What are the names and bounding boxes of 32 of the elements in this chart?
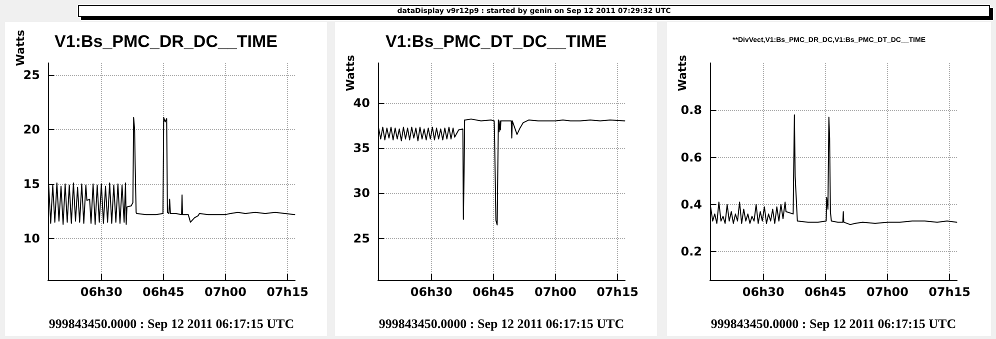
x-tick-label: 07h00 <box>866 285 908 299</box>
x-tick-label: 06h30 <box>80 285 122 299</box>
x-tick-label: 07h15 <box>928 285 971 299</box>
chart-title: V1:Bs_PMC_DR_DC__TIME <box>54 32 278 51</box>
x-tick-label: 07h00 <box>534 285 576 299</box>
y-tick-label: 10 <box>23 232 40 246</box>
y-tick-label: 0.6 <box>680 150 702 164</box>
x-axis-title: 999843450.0000 : Sep 12 2011 06:17:15 UTC <box>378 316 624 331</box>
x-tick-label: 06h45 <box>472 285 514 299</box>
x-tick-label: 07h15 <box>596 285 639 299</box>
y-axis-title: Watts <box>344 54 357 92</box>
chart-title: V1:Bs_PMC_DT_DC__TIME <box>385 32 607 51</box>
y-tick-label: 15 <box>23 177 40 192</box>
y-tick-label: 0.2 <box>680 244 702 259</box>
x-tick-label: 06h30 <box>410 285 452 299</box>
y-axis-title: Watts <box>676 54 689 92</box>
x-tick-label: 07h00 <box>204 285 246 299</box>
x-axis-title: 999843450.0000 : Sep 12 2011 06:17:15 UTC <box>710 316 956 331</box>
y-tick-label: 25 <box>23 68 40 82</box>
x-tick-label: 07h15 <box>266 285 309 299</box>
y-axis-title: Watts <box>14 29 27 66</box>
x-tick-label: 06h30 <box>742 285 784 299</box>
y-tick-label: 40 <box>353 96 370 110</box>
x-tick-label: 06h45 <box>804 285 846 299</box>
y-tick-label: 20 <box>23 122 40 137</box>
x-tick-label: 06h45 <box>142 285 184 299</box>
x-axis-title: 999843450.0000 : Sep 12 2011 06:17:15 UTC <box>48 316 294 331</box>
y-tick-label: 35 <box>353 140 370 155</box>
y-tick-label: 0.4 <box>680 198 702 212</box>
y-tick-label: 30 <box>353 186 370 200</box>
y-tick-label: 25 <box>353 231 370 246</box>
y-tick-label: 0.8 <box>680 103 702 118</box>
